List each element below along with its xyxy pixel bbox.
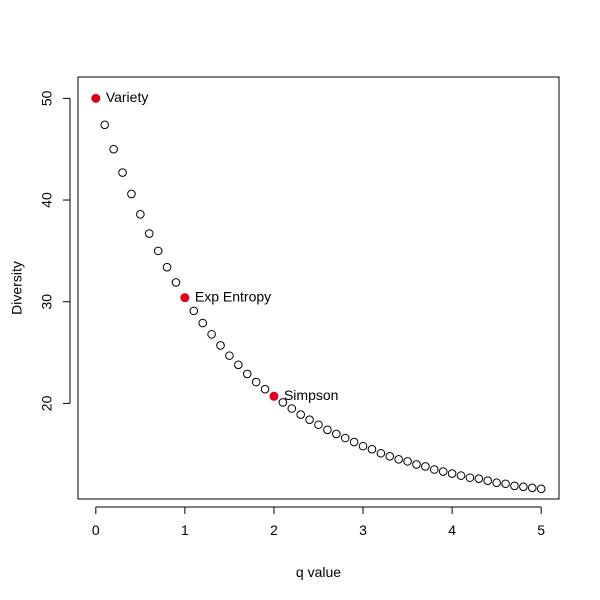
- highlight-label: Variety: [106, 89, 149, 105]
- data-point: [305, 415, 314, 424]
- data-point: [207, 329, 216, 339]
- highlight-point: [180, 293, 190, 303]
- y-tick-label: 20: [39, 395, 55, 411]
- data-point: [234, 360, 243, 370]
- data-point: [403, 457, 412, 466]
- y-tick-label: 50: [39, 90, 55, 106]
- data-point: [394, 455, 403, 464]
- highlight-label: Exp Entropy: [195, 288, 271, 304]
- x-tick-label: 2: [270, 522, 278, 538]
- data-point: [421, 462, 430, 471]
- data-point: [492, 478, 501, 488]
- data-point: [483, 476, 493, 485]
- data-point: [251, 377, 261, 387]
- x-axis: 0 1 2 3 4 5: [92, 506, 545, 538]
- data-point: [510, 481, 519, 491]
- data-point: [171, 278, 181, 287]
- data-point: [447, 469, 457, 478]
- plot-frame: [77, 76, 560, 500]
- data-point: [216, 341, 225, 350]
- x-tick-label: 5: [537, 522, 545, 538]
- x-tick-label: 1: [181, 522, 189, 538]
- y-tick-label: 40: [39, 192, 55, 208]
- data-points: [91, 94, 546, 494]
- y-axis: 20 30 40 50: [39, 90, 71, 411]
- data-point: [198, 318, 208, 328]
- data-point: [349, 437, 359, 447]
- data-point: [527, 483, 537, 493]
- data-point: [465, 473, 475, 482]
- data-point: [260, 384, 270, 394]
- data-point: [474, 474, 484, 483]
- data-point: [189, 306, 199, 316]
- data-point: [225, 351, 234, 360]
- data-point: [501, 479, 510, 489]
- highlight-label: Simpson: [284, 387, 338, 403]
- y-axis-label: Diversity: [9, 261, 25, 315]
- data-point: [109, 144, 118, 154]
- data-point: [367, 444, 377, 454]
- x-axis-label: q value: [296, 564, 341, 580]
- data-point: [358, 441, 368, 451]
- highlight-point: [269, 391, 279, 401]
- data-point: [385, 451, 395, 461]
- data-point: [519, 482, 528, 492]
- data-point: [127, 189, 136, 199]
- data-point: [340, 433, 350, 443]
- data-point: [438, 467, 448, 476]
- y-tick-label: 30: [39, 294, 55, 310]
- data-point: [536, 484, 546, 494]
- x-tick-label: 4: [448, 522, 456, 538]
- data-point: [136, 209, 145, 219]
- data-point: [278, 398, 288, 407]
- data-point: [412, 460, 421, 469]
- data-point: [162, 262, 172, 272]
- data-point: [429, 465, 439, 474]
- data-point: [100, 120, 110, 130]
- data-point: [314, 420, 323, 430]
- x-tick-label: 3: [359, 522, 367, 538]
- highlight-point: [91, 93, 101, 103]
- data-point: [332, 429, 341, 439]
- highlighted-points: Variety Exp Entropy Simpson: [91, 89, 338, 403]
- data-point: [118, 168, 127, 177]
- data-point: [323, 425, 332, 435]
- data-point: [376, 448, 386, 458]
- data-point: [456, 471, 466, 480]
- data-point: [242, 369, 252, 379]
- x-tick-label: 0: [92, 522, 100, 538]
- data-point: [296, 410, 305, 419]
- data-point: [153, 246, 163, 256]
- data-point: [144, 229, 154, 238]
- data-point: [287, 404, 297, 413]
